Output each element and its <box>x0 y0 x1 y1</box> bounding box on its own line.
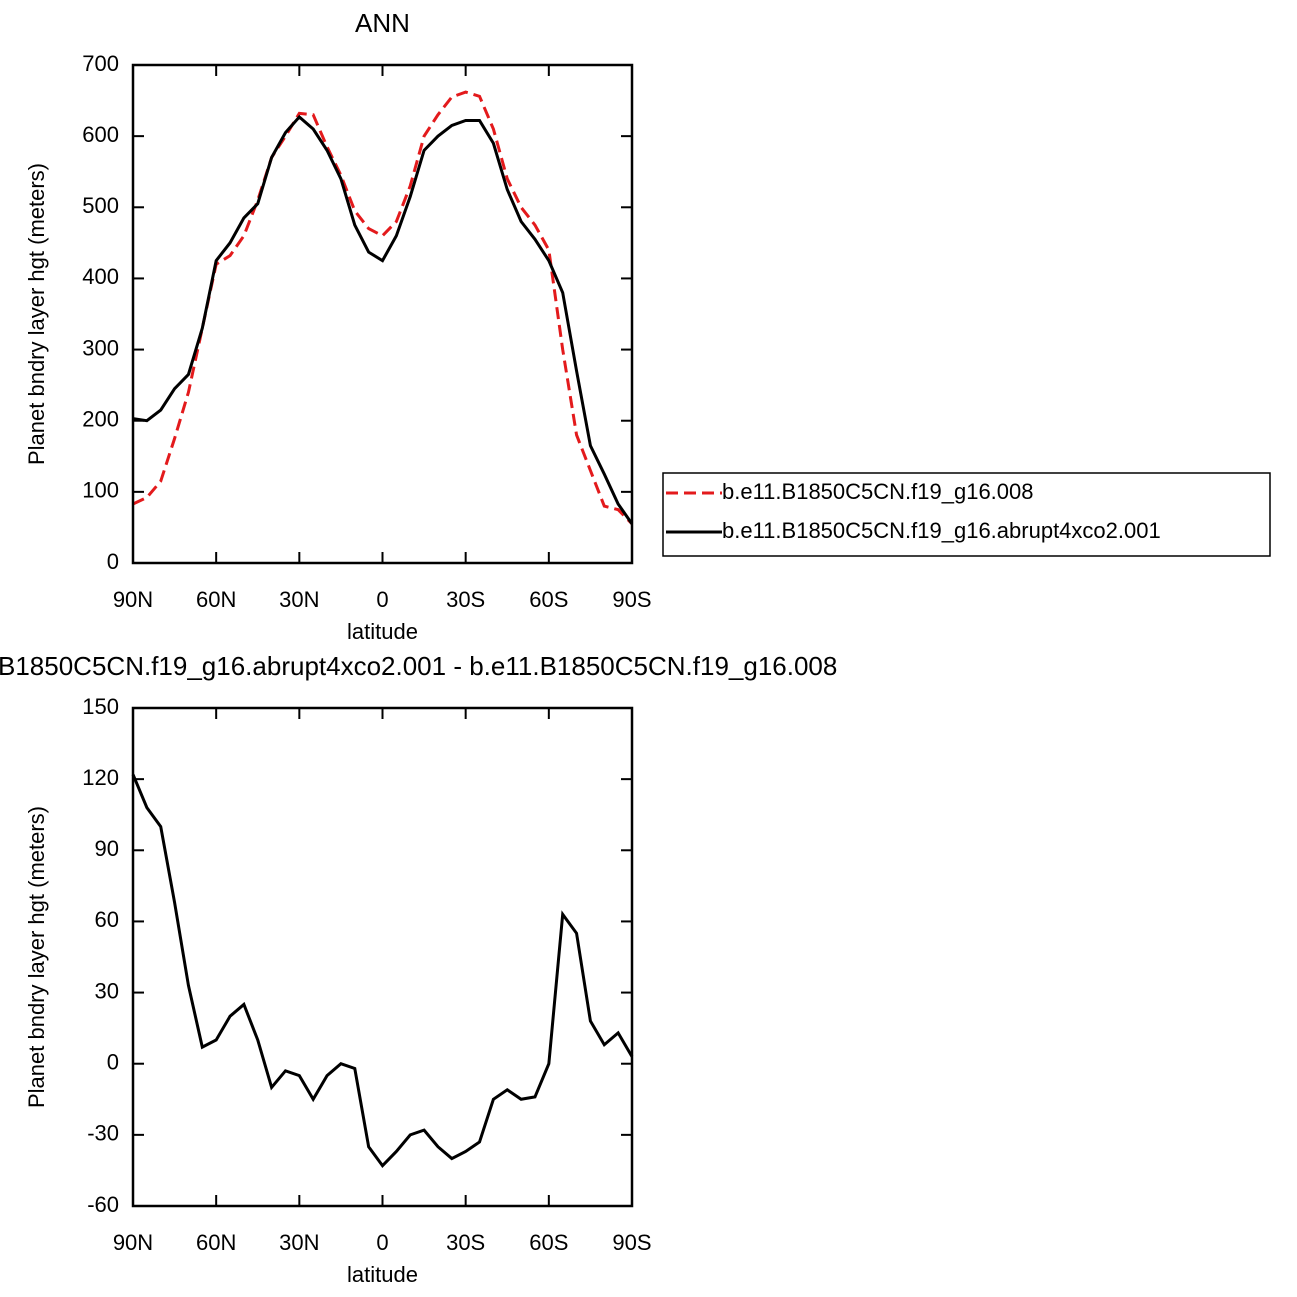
y-axis-label: Planet bndry layer hgt (meters) <box>24 163 49 465</box>
y-tick-label: -30 <box>87 1121 119 1146</box>
y-tick-label: 400 <box>82 264 119 289</box>
y-tick-label: -60 <box>87 1192 119 1217</box>
legend-label: b.e11.B1850C5CN.f19_g16.008 <box>722 479 1034 504</box>
x-tick-label: 60N <box>196 587 236 612</box>
y-tick-label: 90 <box>95 836 119 861</box>
y-tick-label: 150 <box>82 694 119 719</box>
x-tick-label: 90N <box>113 1230 153 1255</box>
y-axis-label: Planet bndry layer hgt (meters) <box>24 806 49 1108</box>
x-tick-label: 60N <box>196 1230 236 1255</box>
y-tick-label: 300 <box>82 335 119 360</box>
x-tick-label: 0 <box>376 587 388 612</box>
y-tick-label: 60 <box>95 907 119 932</box>
x-tick-label: 90S <box>612 587 651 612</box>
x-axis-label: latitude <box>347 1262 418 1287</box>
x-axis-label: latitude <box>347 619 418 644</box>
x-tick-label: 90N <box>113 587 153 612</box>
y-tick-label: 120 <box>82 765 119 790</box>
y-tick-label: 500 <box>82 193 119 218</box>
x-tick-label: 90S <box>612 1230 651 1255</box>
data-line <box>132 114 634 525</box>
y-tick-label: 200 <box>82 407 119 432</box>
y-tick-label: 0 <box>107 549 119 574</box>
y-tick-label: 0 <box>107 1050 119 1075</box>
x-tick-label: 60S <box>529 587 568 612</box>
chart-title: b.e11.B1850C5CN.f19_g16.abrupt4xco2.001 … <box>0 651 837 681</box>
legend-box <box>662 472 1271 557</box>
x-tick-label: 30N <box>279 587 319 612</box>
x-tick-label: 30N <box>279 1230 319 1255</box>
y-tick-label: 700 <box>82 51 119 76</box>
x-tick-label: 0 <box>376 1230 388 1255</box>
data-line <box>131 773 634 1169</box>
x-tick-label: 30S <box>446 587 485 612</box>
y-tick-label: 600 <box>82 122 119 147</box>
plot-frame <box>131 706 634 1208</box>
chart-title: ANN <box>355 8 410 38</box>
x-tick-label: 30S <box>446 1230 485 1255</box>
plot-frame <box>131 63 634 565</box>
y-tick-label: 30 <box>95 978 119 1003</box>
x-tick-label: 60S <box>529 1230 568 1255</box>
legend-label: b.e11.B1850C5CN.f19_g16.abrupt4xco2.001 <box>722 518 1161 543</box>
y-tick-label: 100 <box>82 478 119 503</box>
